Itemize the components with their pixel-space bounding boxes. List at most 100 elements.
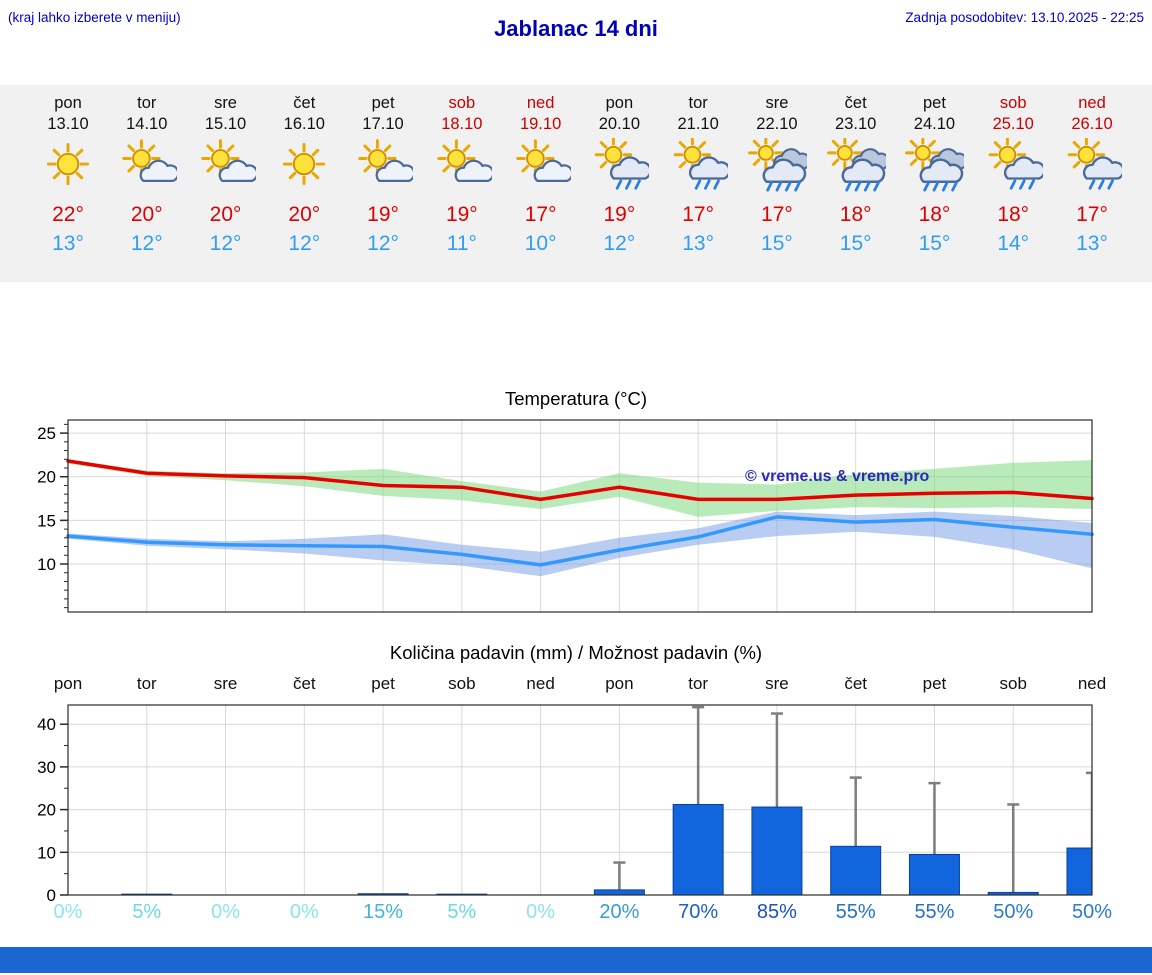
sun-cloud-icon bbox=[344, 138, 422, 196]
svg-text:40: 40 bbox=[37, 715, 56, 734]
sun-cloud-icon bbox=[502, 138, 580, 196]
day-name: sob bbox=[999, 94, 1027, 112]
day-name: tor bbox=[137, 94, 157, 112]
precip-day-label: sre bbox=[765, 674, 789, 693]
forecast-day[interactable]: pet 24.10 18° 15° bbox=[895, 93, 973, 257]
location-picker-note[interactable]: (kraj lahko izberete v meniju) bbox=[8, 10, 181, 25]
forecast-day[interactable]: pon 20.10 19° 12° bbox=[580, 93, 658, 257]
watermark: © vreme.us & vreme.pro bbox=[745, 468, 930, 485]
precip-day-label: čet bbox=[292, 674, 316, 693]
precip-day-label: sob bbox=[999, 674, 1027, 693]
precip-probability: 70% bbox=[678, 901, 719, 923]
day-name: sre bbox=[214, 94, 237, 112]
svg-text:20: 20 bbox=[37, 468, 56, 487]
forecast-strip: pon 13.10 22° 13° tor 14.10 20° 12° sre 15.10 20° 1… bbox=[0, 85, 1152, 282]
precip-probability: 85% bbox=[756, 901, 797, 923]
high-temp: 20° bbox=[209, 203, 242, 226]
sun-cloud-icon bbox=[108, 138, 186, 196]
sun-cloud-icon bbox=[187, 138, 265, 196]
day-date: 13.10 bbox=[47, 115, 89, 133]
precip-probability: 0% bbox=[211, 901, 240, 923]
cloud-rain-icon bbox=[895, 135, 973, 196]
forecast-day[interactable]: sre 22.10 17° 15° bbox=[738, 93, 816, 257]
precip-probability: 0% bbox=[53, 901, 83, 923]
forecast-day[interactable]: tor 14.10 20° 12° bbox=[108, 93, 186, 257]
precip-probability: 20% bbox=[599, 901, 640, 923]
cloud-rain-icon bbox=[817, 135, 895, 196]
forecast-day[interactable]: čet 16.10 20° 12° bbox=[265, 93, 343, 257]
low-temp: 11° bbox=[446, 232, 477, 255]
day-date: 24.10 bbox=[913, 115, 956, 133]
high-temp: 19° bbox=[445, 203, 478, 226]
precip-day-label: sre bbox=[213, 674, 238, 693]
precip-probability: 15% bbox=[363, 901, 404, 923]
high-temp: 18° bbox=[997, 203, 1030, 226]
forecast-day[interactable]: ned 26.10 17° 13° bbox=[1053, 93, 1131, 257]
precip-probability: 55% bbox=[914, 901, 955, 923]
day-name: pon bbox=[54, 94, 82, 112]
sun-rain-icon bbox=[580, 136, 658, 196]
sun-rain-icon bbox=[1053, 136, 1131, 196]
precip-day-label: pet bbox=[371, 674, 395, 693]
day-name: pon bbox=[605, 94, 634, 112]
svg-text:0: 0 bbox=[47, 886, 56, 901]
forecast-day[interactable]: tor 21.10 17° 13° bbox=[659, 93, 737, 257]
forecast-day[interactable]: ned 19.10 17° 10° bbox=[502, 93, 580, 257]
day-date: 17.10 bbox=[362, 115, 404, 133]
forecast-day[interactable]: sre 15.10 20° 12° bbox=[187, 93, 265, 257]
low-temp: 12° bbox=[130, 232, 163, 255]
low-temp: 13° bbox=[52, 232, 84, 255]
last-update-label: Zadnja posodobitev: 13.10.2025 - 22:25 bbox=[905, 10, 1144, 25]
low-temp: 10° bbox=[524, 232, 557, 255]
low-temp: 12° bbox=[288, 232, 321, 255]
forecast-day[interactable]: pet 17.10 19° 12° bbox=[344, 93, 422, 257]
day-name: čet bbox=[844, 94, 867, 112]
sun-cloud-icon bbox=[423, 138, 501, 196]
precip-day-labels: pon tor sre čet pet sob ned pon tor sre čet pet sob n… bbox=[0, 674, 1152, 698]
sun-icon bbox=[29, 138, 107, 196]
low-temp: 12° bbox=[209, 232, 242, 255]
sun-rain-icon bbox=[659, 136, 737, 196]
day-date: 19.10 bbox=[519, 115, 562, 133]
precip-probability: 5% bbox=[447, 901, 477, 923]
day-name: ned bbox=[1078, 94, 1106, 112]
high-temp: 17° bbox=[682, 203, 715, 226]
precip-day-label: sob bbox=[448, 674, 476, 693]
day-name: sre bbox=[765, 94, 789, 112]
day-name: ned bbox=[526, 94, 555, 112]
precip-day-label: pon bbox=[53, 674, 83, 693]
day-name: pet bbox=[922, 94, 946, 112]
precip-day-label: pon bbox=[605, 674, 634, 693]
low-temp: 14° bbox=[997, 232, 1030, 255]
precip-day-label: ned bbox=[526, 674, 555, 693]
forecast-day[interactable]: pon 13.10 22° 13° bbox=[29, 93, 107, 257]
forecast-day[interactable]: sob 25.10 18° 14° bbox=[974, 93, 1052, 257]
precipitation-chart: 0 10 20 30 40 bbox=[37, 704, 1093, 901]
footer-bar bbox=[0, 947, 1152, 973]
high-temp: 17° bbox=[524, 203, 557, 226]
forecast-day[interactable]: čet 23.10 18° 15° bbox=[817, 93, 895, 257]
svg-text:10: 10 bbox=[37, 555, 56, 574]
high-temp: 20° bbox=[130, 203, 163, 226]
precip-probability-row: 0% 5% 0% 0% 15% 5% 0% 20% 70% 85% 55% 55% 50% 50% bbox=[0, 901, 1152, 929]
low-temp: 13° bbox=[682, 232, 715, 255]
day-date: 18.10 bbox=[441, 115, 483, 133]
svg-text:25: 25 bbox=[37, 424, 56, 443]
temperature-chart: 10 15 20 25 bbox=[37, 419, 1094, 613]
high-temp: 20° bbox=[288, 203, 321, 226]
svg-text:30: 30 bbox=[37, 758, 56, 777]
high-temp: 17° bbox=[1076, 203, 1108, 226]
day-date: 22.10 bbox=[756, 115, 798, 133]
day-date: 21.10 bbox=[677, 115, 719, 133]
low-temp: 12° bbox=[367, 232, 399, 255]
day-name: čet bbox=[293, 94, 316, 112]
forecast-day[interactable]: sob 18.10 19° 11° bbox=[423, 93, 501, 257]
day-name: sob bbox=[448, 94, 476, 112]
svg-text:15: 15 bbox=[37, 511, 56, 530]
precip-day-label: ned bbox=[1077, 674, 1107, 693]
precip-probability: 0% bbox=[289, 901, 319, 923]
day-date: 23.10 bbox=[835, 115, 877, 133]
svg-text:20: 20 bbox=[37, 801, 56, 820]
high-temp: 18° bbox=[918, 203, 951, 226]
precipitation-chart-title: Količina padavin (mm) / Možnost padavin … bbox=[389, 642, 763, 663]
